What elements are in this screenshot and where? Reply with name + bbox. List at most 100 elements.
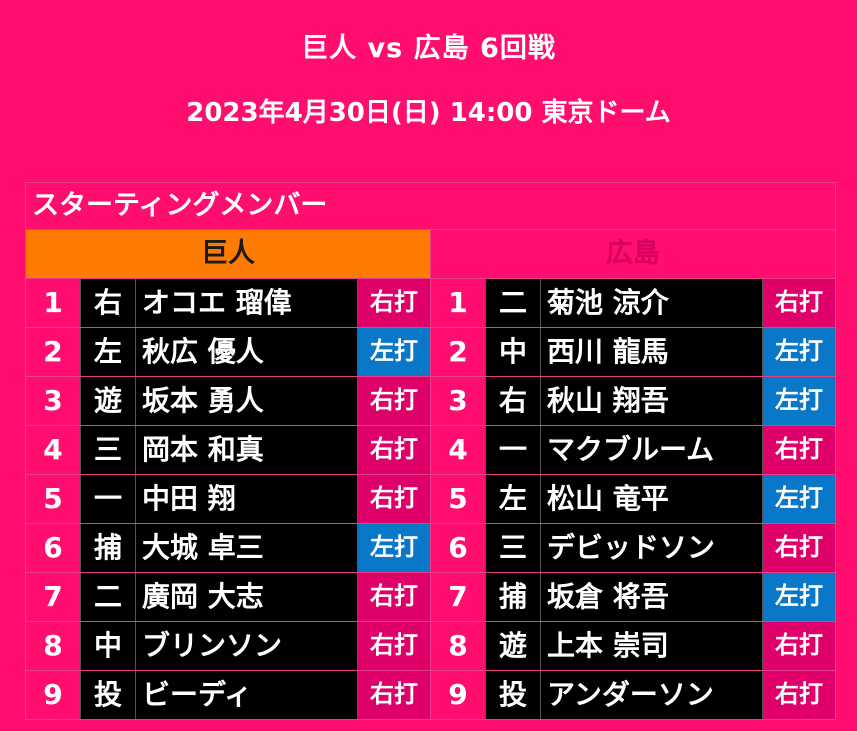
home-lineup-row: 9 投ビーディ 右打 bbox=[26, 670, 430, 719]
batting-hand: 左打 bbox=[762, 328, 835, 376]
position: 中 bbox=[80, 622, 135, 670]
batting-order: 4 bbox=[26, 426, 80, 474]
batting-order: 4 bbox=[431, 426, 485, 474]
player-name: 秋広 優人 bbox=[135, 328, 357, 376]
lineup-rows: 1 右オコエ 瑠偉 右打 2 左秋広 優人 左打 3 遊坂本 勇人 右打 4 三岡本 和真 右打 5 一中… bbox=[26, 278, 835, 719]
batting-order: 9 bbox=[431, 671, 485, 719]
home-lineup-row: 2 左秋広 優人 左打 bbox=[26, 327, 430, 376]
position: 一 bbox=[80, 475, 135, 523]
position: 遊 bbox=[485, 622, 540, 670]
home-lineup-row: 7 二廣岡 大志 右打 bbox=[26, 572, 430, 621]
position: 遊 bbox=[80, 377, 135, 425]
batting-hand: 右打 bbox=[357, 622, 430, 670]
batting-hand: 左打 bbox=[762, 573, 835, 621]
batting-order: 3 bbox=[26, 377, 80, 425]
player-name: 坂本 勇人 bbox=[135, 377, 357, 425]
away-lineup-row: 7 捕坂倉 将吾 左打 bbox=[431, 572, 835, 621]
batting-order: 8 bbox=[431, 622, 485, 670]
home-lineup-row: 4 三岡本 和真 右打 bbox=[26, 425, 430, 474]
page-title: 巨人 vs 広島 6回戦 bbox=[301, 33, 556, 64]
player-name: 上本 崇司 bbox=[540, 622, 762, 670]
batting-hand: 左打 bbox=[357, 328, 430, 376]
batting-hand: 右打 bbox=[762, 524, 835, 572]
batting-order: 2 bbox=[431, 328, 485, 376]
batting-order: 9 bbox=[26, 671, 80, 719]
position: 左 bbox=[485, 475, 540, 523]
home-lineup-row: 8 中ブリンソン 右打 bbox=[26, 621, 430, 670]
away-lineup-row: 8 遊上本 崇司 右打 bbox=[431, 621, 835, 670]
batting-order: 8 bbox=[26, 622, 80, 670]
batting-order: 2 bbox=[26, 328, 80, 376]
position: 二 bbox=[80, 573, 135, 621]
player-name: 大城 卓三 bbox=[135, 524, 357, 572]
player-name: オコエ 瑠偉 bbox=[135, 279, 357, 327]
batting-hand: 右打 bbox=[357, 377, 430, 425]
away-team-name: 広島 bbox=[431, 230, 835, 278]
lineup-heading: スターティングメンバー bbox=[26, 183, 835, 230]
away-lineup-row: 2 中西川 龍馬 左打 bbox=[431, 327, 835, 376]
position: 一 bbox=[485, 426, 540, 474]
away-lineup-row: 4 一マクブルーム 右打 bbox=[431, 425, 835, 474]
position: 中 bbox=[485, 328, 540, 376]
position: 三 bbox=[485, 524, 540, 572]
away-lineup-row: 6 三デビッドソン 右打 bbox=[431, 523, 835, 572]
player-name: 中田 翔 bbox=[135, 475, 357, 523]
batting-hand: 右打 bbox=[762, 622, 835, 670]
batting-hand: 左打 bbox=[762, 377, 835, 425]
batting-order: 5 bbox=[431, 475, 485, 523]
away-lineup-row: 5 左松山 竜平 左打 bbox=[431, 474, 835, 523]
batting-hand: 左打 bbox=[762, 475, 835, 523]
batting-order: 1 bbox=[431, 279, 485, 327]
position: 捕 bbox=[80, 524, 135, 572]
batting-order: 1 bbox=[26, 279, 80, 327]
home-lineup-row: 6 捕大城 卓三 左打 bbox=[26, 523, 430, 572]
batting-hand: 右打 bbox=[357, 475, 430, 523]
game-info: 2023年4月30日(日) 14:00 東京ドーム bbox=[186, 98, 671, 128]
player-name: ブリンソン bbox=[135, 622, 357, 670]
batting-order: 6 bbox=[26, 524, 80, 572]
home-lineup-row: 3 遊坂本 勇人 右打 bbox=[26, 376, 430, 425]
batting-hand: 右打 bbox=[762, 671, 835, 719]
player-name: 菊池 涼介 bbox=[540, 279, 762, 327]
batting-order: 7 bbox=[431, 573, 485, 621]
batting-hand: 右打 bbox=[357, 671, 430, 719]
batting-hand: 右打 bbox=[357, 279, 430, 327]
position: 三 bbox=[80, 426, 135, 474]
batting-order: 5 bbox=[26, 475, 80, 523]
position: 右 bbox=[485, 377, 540, 425]
batting-hand: 右打 bbox=[762, 426, 835, 474]
player-name: 岡本 和真 bbox=[135, 426, 357, 474]
player-name: アンダーソン bbox=[540, 671, 762, 719]
player-name: デビッドソン bbox=[540, 524, 762, 572]
player-name: マクブルーム bbox=[540, 426, 762, 474]
player-name: 秋山 翔吾 bbox=[540, 377, 762, 425]
batting-hand: 右打 bbox=[357, 426, 430, 474]
home-lineup: 1 右オコエ 瑠偉 右打 2 左秋広 優人 左打 3 遊坂本 勇人 右打 4 三岡本 和真 右打 5 一中… bbox=[26, 278, 431, 719]
batting-hand: 右打 bbox=[762, 279, 835, 327]
home-team-name: 巨人 bbox=[26, 230, 431, 278]
away-lineup: 1 二菊池 涼介 右打 2 中西川 龍馬 左打 3 右秋山 翔吾 左打 4 一マクブルーム 右打 5 左松… bbox=[431, 278, 835, 719]
team-header-row: 巨人 広島 bbox=[26, 230, 835, 278]
batting-hand: 左打 bbox=[357, 524, 430, 572]
player-name: 廣岡 大志 bbox=[135, 573, 357, 621]
batting-order: 6 bbox=[431, 524, 485, 572]
home-lineup-row: 5 一中田 翔右打 bbox=[26, 474, 430, 523]
away-lineup-row: 1 二菊池 涼介 右打 bbox=[431, 278, 835, 327]
player-name: ビーディ bbox=[135, 671, 357, 719]
position: 投 bbox=[80, 671, 135, 719]
away-lineup-row: 3 右秋山 翔吾 左打 bbox=[431, 376, 835, 425]
position: 投 bbox=[485, 671, 540, 719]
player-name: 坂倉 将吾 bbox=[540, 573, 762, 621]
position: 右 bbox=[80, 279, 135, 327]
position: 二 bbox=[485, 279, 540, 327]
lineup-table: スターティングメンバー 巨人 広島 1 右オコエ 瑠偉 右打 2 左秋広 優人 左打 3 遊坂… bbox=[25, 182, 836, 720]
home-lineup-row: 1 右オコエ 瑠偉 右打 bbox=[26, 278, 430, 327]
batting-hand: 右打 bbox=[357, 573, 430, 621]
batting-order: 3 bbox=[431, 377, 485, 425]
player-name: 松山 竜平 bbox=[540, 475, 762, 523]
player-name: 西川 龍馬 bbox=[540, 328, 762, 376]
away-lineup-row: 9 投アンダーソン 右打 bbox=[431, 670, 835, 719]
position: 左 bbox=[80, 328, 135, 376]
position: 捕 bbox=[485, 573, 540, 621]
batting-order: 7 bbox=[26, 573, 80, 621]
